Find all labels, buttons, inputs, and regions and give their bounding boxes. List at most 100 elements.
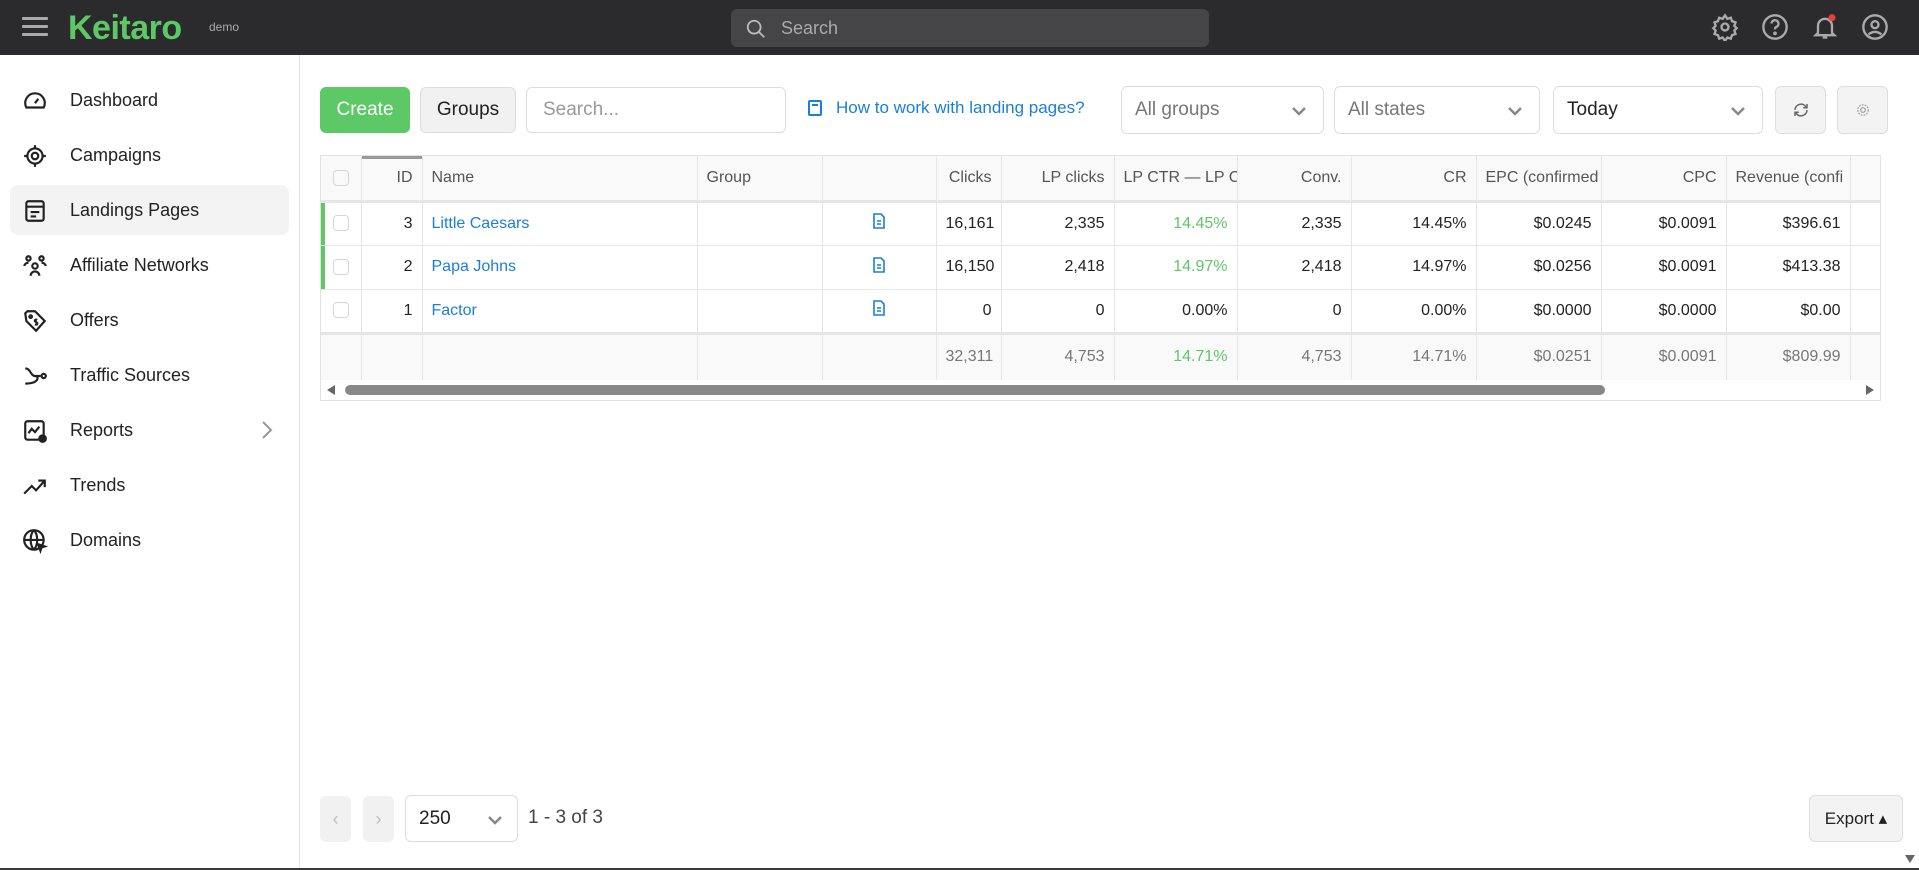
sidebar-item-affiliate-networks[interactable]: Affiliate Networks xyxy=(10,240,289,290)
table-row[interactable]: 3 Little Caesars 16,161 2,335 14.45% 2,335 1… xyxy=(321,201,1880,246)
cell-lp-clicks: 2,335 xyxy=(1001,201,1115,246)
settings-button[interactable] xyxy=(1837,86,1888,134)
cell-empty xyxy=(1850,245,1880,290)
source-icon xyxy=(25,367,47,385)
sidebar-item-campaigns[interactable]: Campaigns xyxy=(10,130,289,180)
column-header[interactable]: Name xyxy=(422,156,698,203)
column-header[interactable]: CPC xyxy=(1601,156,1727,203)
cell-clicks: 16,161 xyxy=(936,201,1002,246)
sidebar-item-traffic-sources[interactable]: Traffic Sources xyxy=(10,350,289,400)
chevron-down-icon xyxy=(488,816,502,825)
sidebar-item-offers[interactable]: Offers xyxy=(10,295,289,345)
scroll-right-icon[interactable] xyxy=(1866,385,1874,395)
column-header[interactable]: Revenue (confi xyxy=(1726,156,1851,203)
prev-page-button[interactable]: ‹ xyxy=(320,796,351,842)
sidebar-item-label: Dashboard xyxy=(70,89,159,110)
sidebar-item-label: Domains xyxy=(70,529,142,550)
sidebar-item-label: Affiliate Networks xyxy=(70,254,209,275)
state-filter[interactable]: All states xyxy=(1334,86,1540,134)
select-all-checkbox[interactable] xyxy=(332,169,349,186)
sidebar-item-trends[interactable]: Trends xyxy=(10,460,289,510)
cell-empty xyxy=(822,331,937,381)
cell-lp-ctr: 0.00% xyxy=(1114,289,1238,334)
help-link[interactable]: How to work with landing pages? xyxy=(808,98,1085,118)
horizontal-scrollbar[interactable] xyxy=(321,380,1880,400)
logo[interactable]: Keitaro xyxy=(68,9,182,47)
cell-epc: $0.0000 xyxy=(1476,289,1602,334)
column-header[interactable]: LP CTR — LP C xyxy=(1114,156,1238,203)
table-row[interactable]: 2 Papa Johns 16,150 2,418 14.97% 2,418 14.97… xyxy=(321,245,1880,290)
cell-empty xyxy=(361,331,423,381)
cell-group xyxy=(697,245,823,290)
sidebar-item-label: Campaigns xyxy=(70,144,162,165)
pagination-range: 1 - 3 of 3 xyxy=(528,807,603,828)
cell-name: Factor xyxy=(422,289,698,334)
landing-name-link[interactable]: Factor xyxy=(431,301,477,319)
gear-icon xyxy=(1856,104,1869,116)
user-icon[interactable] xyxy=(1861,13,1889,41)
date-filter-value: Today xyxy=(1567,99,1618,120)
sidebar: Dashboard Campaigns Landings Pages Affiliat… xyxy=(0,55,300,870)
row-checkbox[interactable] xyxy=(332,302,349,319)
groups-button[interactable]: Groups xyxy=(420,87,516,133)
export-button[interactable]: Export ▴ xyxy=(1809,795,1903,842)
refresh-button[interactable] xyxy=(1775,86,1826,134)
document-icon[interactable] xyxy=(873,256,885,273)
landing-search-input[interactable] xyxy=(526,87,786,133)
column-header[interactable]: EPC (confirmed xyxy=(1476,156,1602,203)
cell-lp-clicks: 0 xyxy=(1001,289,1115,334)
sidebar-item-landings-pages[interactable]: Landings Pages xyxy=(10,185,289,235)
cell-preview xyxy=(822,289,937,334)
column-header[interactable]: Conv. xyxy=(1237,156,1352,203)
row-checkbox-cell xyxy=(321,289,362,334)
cell-name: Papa Johns xyxy=(422,245,698,290)
global-search-input[interactable] xyxy=(781,9,1201,47)
landing-name-link[interactable]: Little Caesars xyxy=(431,214,530,232)
group-filter[interactable]: All groups xyxy=(1121,86,1324,134)
column-header[interactable]: ID xyxy=(361,156,423,203)
chevron-down-icon xyxy=(1292,107,1306,116)
document-icon[interactable] xyxy=(873,300,885,316)
sidebar-item-domains[interactable]: Domains xyxy=(10,515,289,565)
cell-cr: 0.00% xyxy=(1351,289,1477,334)
per-page-select[interactable]: 250 xyxy=(405,795,518,842)
date-filter[interactable]: Today xyxy=(1553,86,1763,134)
cell-group xyxy=(697,289,823,334)
bell-icon[interactable] xyxy=(1811,13,1839,41)
column-header[interactable]: Clicks xyxy=(936,156,1002,203)
table-row[interactable]: 1 Factor 0 0 0.00% 0 0.00% $0.0000 $0.0000 $0.0… xyxy=(321,289,1880,334)
total-lp-ctr: 14.71% xyxy=(1114,331,1238,381)
sidebar-item-label: Reports xyxy=(70,419,134,440)
sidebar-item-reports[interactable]: Reports xyxy=(10,405,289,455)
cell-empty xyxy=(1850,289,1880,334)
sidebar-item-label: Traffic Sources xyxy=(70,364,191,385)
column-header[interactable]: Group xyxy=(697,156,823,203)
column-header[interactable] xyxy=(321,156,362,203)
row-checkbox[interactable] xyxy=(332,215,349,232)
cell-group xyxy=(697,201,823,246)
gear-icon[interactable] xyxy=(1711,13,1739,41)
sidebar-item-dashboard[interactable]: Dashboard xyxy=(10,75,289,125)
cell-cr: 14.45% xyxy=(1351,201,1477,246)
cell-revenue: $413.38 xyxy=(1726,245,1851,290)
total-cr: 14.71% xyxy=(1351,331,1477,381)
column-header[interactable] xyxy=(1850,156,1880,203)
document-icon[interactable] xyxy=(873,213,885,229)
scroll-down-icon[interactable] xyxy=(1905,855,1915,863)
cell-preview xyxy=(822,201,937,246)
tag-icon xyxy=(24,310,47,333)
cell-cpc: $0.0091 xyxy=(1601,245,1727,290)
menu-icon[interactable] xyxy=(22,17,48,37)
global-search[interactable] xyxy=(731,9,1209,47)
landing-name-link[interactable]: Papa Johns xyxy=(431,258,517,275)
column-header[interactable] xyxy=(822,156,937,203)
column-header[interactable]: CR xyxy=(1351,156,1477,203)
top-bar: Keitaro demo xyxy=(0,0,1919,55)
row-checkbox[interactable] xyxy=(332,258,349,275)
scrollbar-thumb[interactable] xyxy=(345,385,1605,395)
next-page-button[interactable]: › xyxy=(363,796,394,842)
scroll-left-icon[interactable] xyxy=(327,385,335,395)
column-header[interactable]: LP clicks xyxy=(1001,156,1115,203)
create-button[interactable]: Create xyxy=(320,87,410,133)
help-icon[interactable] xyxy=(1761,13,1789,41)
